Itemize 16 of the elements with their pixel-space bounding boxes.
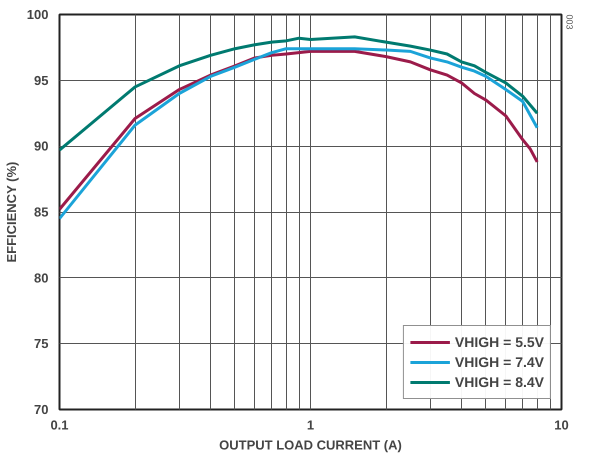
legend-label: VHIGH = 7.4V <box>454 353 544 371</box>
legend-label: VHIGH = 8.4V <box>454 373 544 391</box>
y-tick-label: 70 <box>34 402 49 417</box>
y-axis-title: EFFICIENCY (%) <box>4 162 19 263</box>
x-tick-label: 1 <box>306 418 314 432</box>
x-tick-label: 10 <box>554 418 569 432</box>
y-tick-label: 80 <box>34 270 49 286</box>
y-tick-label: 75 <box>34 336 49 352</box>
y-tick-label: 95 <box>34 72 49 88</box>
x-tick-label: 0.1 <box>50 418 69 432</box>
legend-label: VHIGH = 5.5V <box>454 333 544 351</box>
y-tick-label: 100 <box>26 7 49 22</box>
y-tick-label: 90 <box>34 138 49 154</box>
x-axis-title: OUTPUT LOAD CURRENT (A) <box>219 438 402 452</box>
y-tick-label: 85 <box>34 204 49 220</box>
text: 003 <box>564 14 574 30</box>
